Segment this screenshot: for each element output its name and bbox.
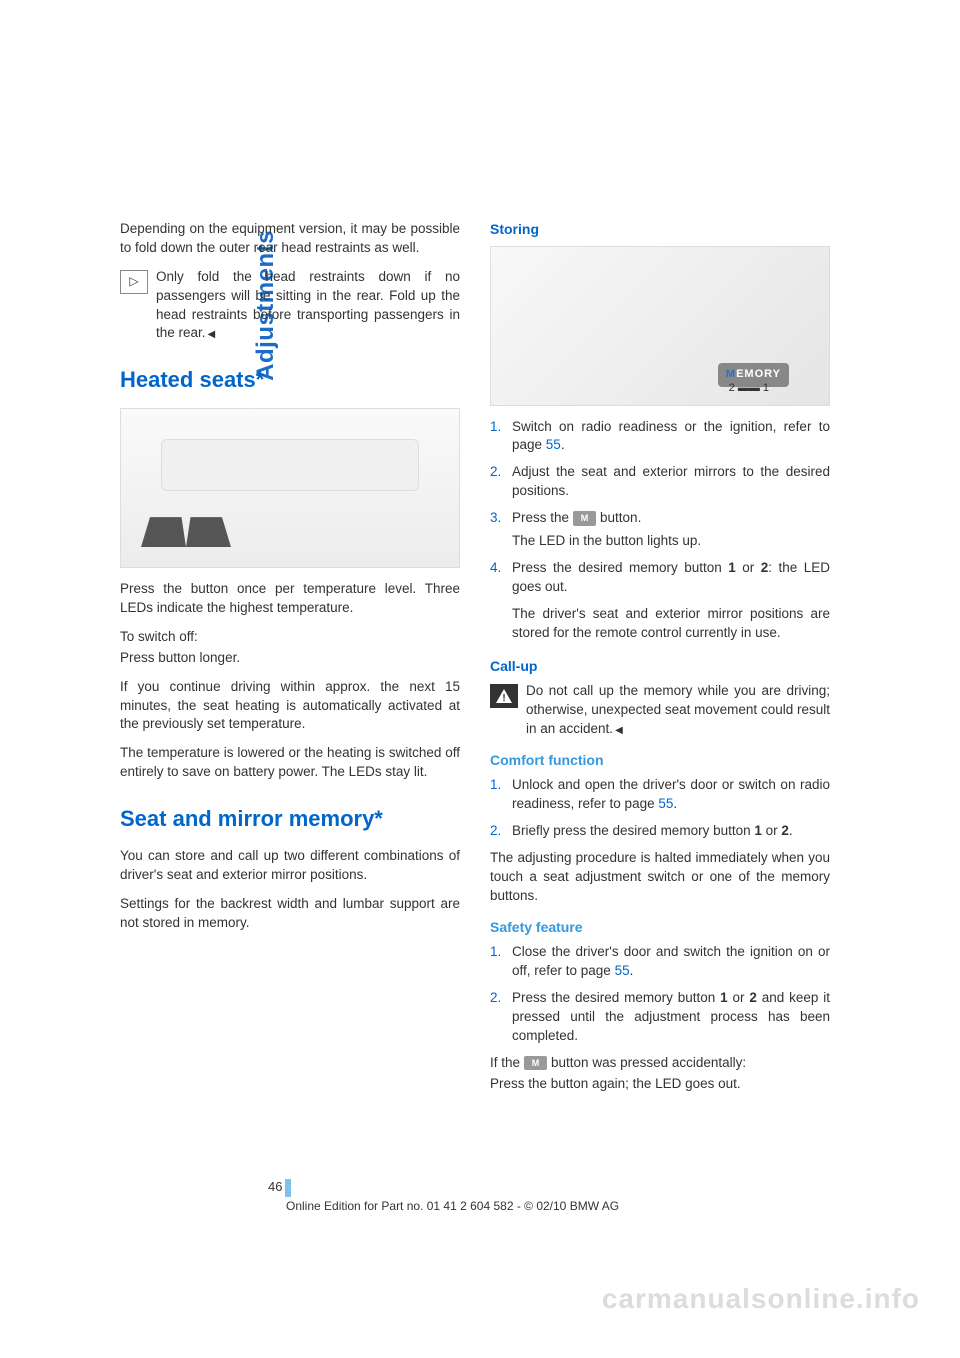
memory-buttons-label: 2 ▬▬ 1	[729, 381, 769, 396]
storing-step-3-sub: The LED in the button lights up.	[512, 532, 830, 551]
page-link-55[interactable]: 55	[658, 796, 673, 811]
storing-list: Switch on radio readiness or the ignitio…	[490, 418, 830, 643]
safety-p1: If the M button was pressed accidentally…	[490, 1054, 830, 1073]
note-icon: ▷	[120, 270, 148, 294]
safety-step-2: Press the desired memory button 1 or 2 a…	[490, 989, 830, 1046]
heading-heated-seats: Heated seats*	[120, 365, 460, 396]
heading-callup: Call-up	[490, 657, 830, 677]
safety-list: Close the driver's door and switch the i…	[490, 943, 830, 1045]
note-fold-restraints: ▷ Only fold the head restraints down if …	[120, 268, 460, 344]
heading-storing: Storing	[490, 220, 830, 240]
storing-step-1: Switch on radio readiness or the ignitio…	[490, 418, 830, 456]
heading-comfort: Comfort function	[490, 751, 830, 771]
left-column: Depending on the equipment version, it m…	[120, 220, 460, 1104]
m-button-icon: M	[524, 1056, 548, 1071]
intro-text: Depending on the equipment version, it m…	[120, 220, 460, 258]
heading-safety: Safety feature	[490, 918, 830, 938]
page-link-55[interactable]: 55	[615, 963, 630, 978]
comfort-step-2: Briefly press the desired memory button …	[490, 822, 830, 841]
heated-p4: The temperature is lowered or the heatin…	[120, 744, 460, 782]
m-button-icon: M	[573, 511, 597, 526]
footer-edition: Online Edition for Part no. 01 41 2 604 …	[286, 1198, 619, 1215]
page-link-55[interactable]: 55	[546, 437, 561, 452]
right-column: Storing MMEMORYEMORY 2 ▬▬ 1 Switch on ra…	[490, 220, 830, 1104]
storing-step-3: Press the M button. The LED in the butto…	[490, 509, 830, 551]
heated-p3: If you continue driving within approx. t…	[120, 678, 460, 735]
figure-heated-seats	[120, 408, 460, 568]
note-text: Only fold the head restraints down if no…	[156, 268, 460, 344]
heated-p2a: To switch off:	[120, 628, 460, 647]
page-number: 46	[268, 1178, 291, 1197]
storing-step-4-sub: The driver's seat and exterior mirror po…	[512, 605, 830, 643]
watermark: carmanualsonline.info	[602, 1279, 920, 1318]
comfort-note: The adjusting procedure is halted immedi…	[490, 849, 830, 906]
storing-step-2: Adjust the seat and exterior mirrors to …	[490, 463, 830, 501]
memory-p1: You can store and call up two different …	[120, 847, 460, 885]
safety-step-1: Close the driver's door and switch the i…	[490, 943, 830, 981]
storing-step-4: Press the desired memory button 1 or 2: …	[490, 559, 830, 643]
heated-p2b: Press button longer.	[120, 649, 460, 668]
warning-icon: !	[490, 684, 518, 708]
page-content: Depending on the equipment version, it m…	[120, 220, 850, 1104]
callup-warning: ! Do not call up the memory while you ar…	[490, 682, 830, 739]
memory-p2: Settings for the backrest width and lumb…	[120, 895, 460, 933]
comfort-step-1: Unlock and open the driver's door or swi…	[490, 776, 830, 814]
callup-warning-text: Do not call up the memory while you are …	[526, 682, 830, 739]
safety-p2: Press the button again; the LED goes out…	[490, 1075, 830, 1094]
figure-memory: MMEMORYEMORY 2 ▬▬ 1	[490, 246, 830, 406]
comfort-list: Unlock and open the driver's door or swi…	[490, 776, 830, 841]
heated-p1: Press the button once per temperature le…	[120, 580, 460, 618]
svg-text:!: !	[502, 693, 505, 703]
heading-seat-mirror-memory: Seat and mirror memory*	[120, 804, 460, 835]
